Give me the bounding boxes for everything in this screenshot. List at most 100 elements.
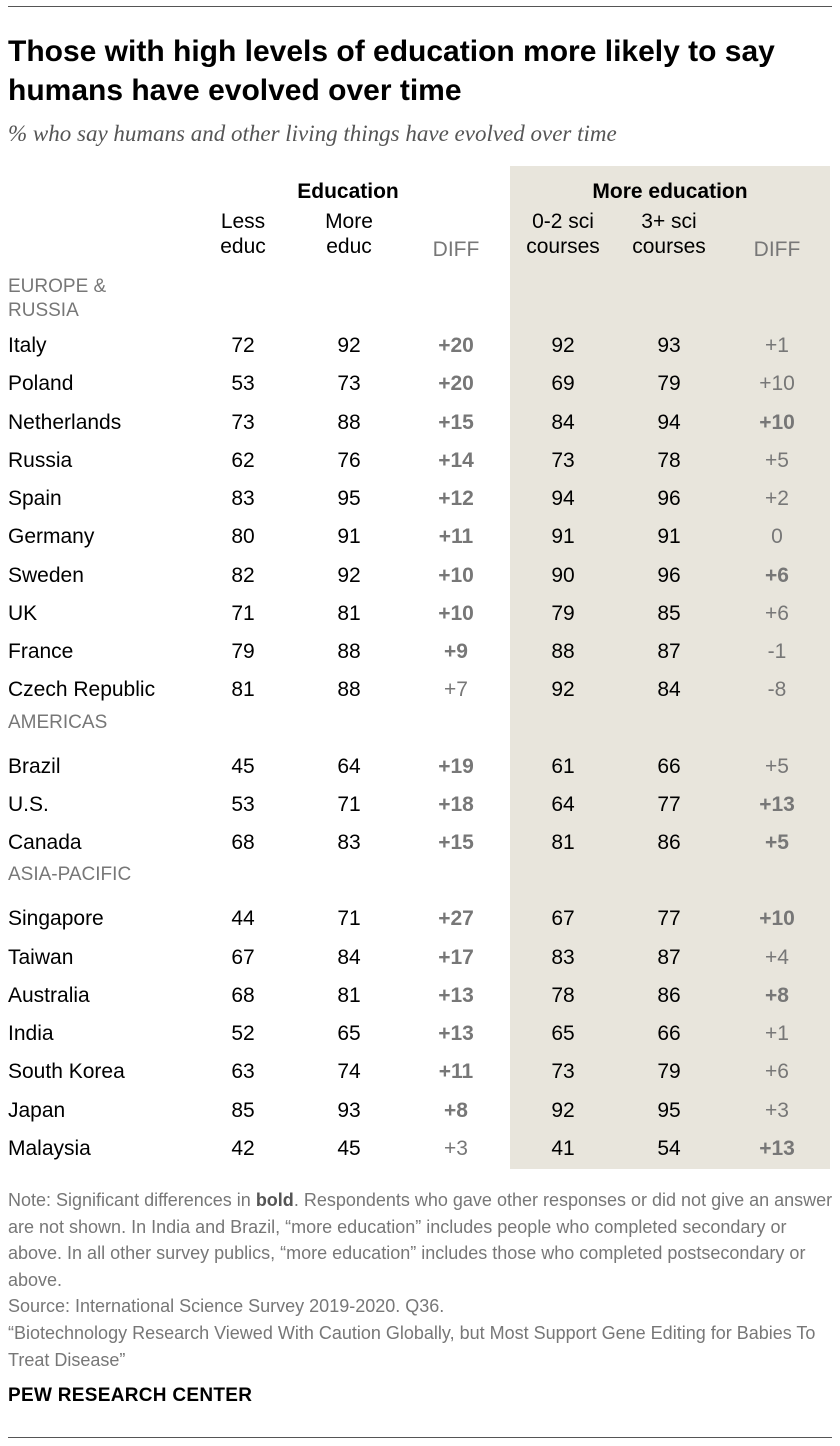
cell-sci-3-plus: 77 xyxy=(657,792,681,816)
cell-more-educ: 64 xyxy=(337,754,361,778)
country-label: UK xyxy=(8,601,38,625)
table-row: Japan 85 93 +8 92 95 +3 xyxy=(0,1092,840,1130)
table-row: Malaysia 42 45 +3 41 54 +13 xyxy=(0,1130,840,1168)
country-label: India xyxy=(8,1022,54,1045)
region-label: ASIA-PACIFIC xyxy=(8,863,131,887)
cell-less-educ: 80 xyxy=(231,525,255,549)
chart-title: Those with high levels of education more… xyxy=(8,35,775,107)
column-header-line2: educ xyxy=(326,235,372,258)
cell-more-educ: 81 xyxy=(337,601,361,625)
table-row: Taiwan 67 84 +17 83 87 +4 xyxy=(0,939,840,977)
cell-diff-sci: +5 xyxy=(765,754,789,778)
cell-diff-sci: +5 xyxy=(765,448,789,472)
cell-sci-3-plus: 66 xyxy=(657,754,681,778)
cell-sci-0-2: 94 xyxy=(551,487,575,510)
cell-sci-3-plus: 87 xyxy=(657,945,681,969)
cell-less-educ: 45 xyxy=(231,754,255,778)
country-label: France xyxy=(8,640,74,663)
cell-sci-3-plus: 84 xyxy=(657,678,681,702)
footnote-bold-word: bold xyxy=(255,1190,294,1210)
table-row: Italy 72 92 +20 92 93 +1 xyxy=(0,327,840,365)
footnote: Note: Significant differences in bold. R… xyxy=(8,1187,833,1293)
country-label: Sweden xyxy=(8,563,84,587)
column-header-more-educ: More educ xyxy=(299,209,399,259)
cell-less-educ: 42 xyxy=(231,1136,255,1160)
table-row: France 79 88 +9 88 87 -1 xyxy=(0,633,840,671)
cell-less-educ: 67 xyxy=(231,945,255,969)
cell-sci-0-2: 73 xyxy=(551,448,575,472)
cell-sci-3-plus: 79 xyxy=(657,1060,681,1084)
country-label: U.S. xyxy=(8,792,49,816)
column-header-line2: DIFF xyxy=(753,238,801,261)
cell-diff-educ: +10 xyxy=(438,563,474,587)
column-header-line2: DIFF xyxy=(432,238,480,261)
cell-less-educ: 63 xyxy=(231,1060,255,1084)
cell-sci-0-2: 79 xyxy=(551,601,575,625)
cell-sci-3-plus: 66 xyxy=(657,1022,681,1045)
cell-diff-sci: -8 xyxy=(767,678,787,702)
cell-sci-0-2: 78 xyxy=(551,983,575,1007)
cell-diff-educ: +9 xyxy=(444,640,468,663)
top-rule xyxy=(8,6,832,7)
cell-sci-0-2: 91 xyxy=(551,525,575,549)
cell-more-educ: 83 xyxy=(337,831,361,854)
cell-diff-sci: +6 xyxy=(765,601,789,625)
column-header-line2: educ xyxy=(220,235,266,258)
cell-diff-educ: +18 xyxy=(438,792,474,816)
cell-more-educ: 76 xyxy=(337,448,361,472)
cell-diff-sci: +1 xyxy=(765,1022,789,1045)
cell-more-educ: 95 xyxy=(337,487,361,510)
cell-more-educ: 84 xyxy=(337,945,361,969)
table-row: U.S. 53 71 +18 64 77 +13 xyxy=(0,786,840,824)
cell-diff-sci: +6 xyxy=(765,563,789,587)
cell-less-educ: 62 xyxy=(231,448,255,472)
table-row: Australia 68 81 +13 78 86 +8 xyxy=(0,977,840,1015)
table-row: Netherlands 73 88 +15 84 94 +10 xyxy=(0,404,840,442)
cell-sci-0-2: 41 xyxy=(551,1136,575,1160)
cell-diff-educ: +19 xyxy=(438,754,474,778)
cell-sci-3-plus: 95 xyxy=(657,1098,681,1122)
cell-more-educ: 88 xyxy=(337,410,361,434)
cell-diff-sci: +13 xyxy=(759,792,795,816)
pew-research-center-logo-text: PEW RESEARCH CENTER xyxy=(8,1385,253,1406)
cell-diff-educ: +27 xyxy=(438,907,474,931)
cell-less-educ: 72 xyxy=(231,334,255,357)
cell-diff-sci: +10 xyxy=(759,410,795,434)
cell-diff-sci: +6 xyxy=(765,1060,789,1084)
cell-diff-educ: +17 xyxy=(438,945,474,969)
region-label: EUROPE & RUSSIA xyxy=(8,275,106,323)
column-header-diff-educ: DIFF xyxy=(406,237,506,262)
cell-less-educ: 52 xyxy=(231,1022,255,1045)
column-header-diff-sci: DIFF xyxy=(727,237,827,262)
column-header-line1: More xyxy=(325,210,373,233)
cell-more-educ: 81 xyxy=(337,983,361,1007)
country-label: Germany xyxy=(8,525,95,549)
cell-sci-0-2: 92 xyxy=(551,334,575,357)
cell-less-educ: 71 xyxy=(231,601,255,625)
country-label: Italy xyxy=(8,334,47,357)
region-label-line1: EUROPE & xyxy=(8,276,107,297)
column-header-line1: Less xyxy=(220,210,266,233)
cell-sci-0-2: 92 xyxy=(551,678,575,702)
cell-more-educ: 92 xyxy=(337,334,361,357)
column-header-line1: 3+ sci xyxy=(641,210,697,233)
country-label: Malaysia xyxy=(8,1136,91,1160)
cell-diff-educ: +11 xyxy=(438,1060,474,1084)
cell-less-educ: 85 xyxy=(231,1098,255,1122)
table-row: Brazil 45 64 +19 61 66 +5 xyxy=(0,748,840,786)
cell-sci-0-2: 83 xyxy=(551,945,575,969)
cell-diff-educ: +7 xyxy=(444,678,468,702)
country-label: Singapore xyxy=(8,907,104,931)
cell-diff-sci: +10 xyxy=(759,907,795,931)
column-header-sci-3-plus: 3+ sci courses xyxy=(619,209,719,259)
table-row: Germany 80 91 +11 91 91 0 xyxy=(0,518,840,556)
region-label: AMERICAS xyxy=(8,711,107,735)
table-row: Sweden 82 92 +10 90 96 +6 xyxy=(0,557,840,595)
cell-more-educ: 45 xyxy=(337,1136,361,1160)
cell-sci-0-2: 84 xyxy=(551,410,575,434)
cell-sci-3-plus: 94 xyxy=(657,410,681,434)
cell-diff-sci: +1 xyxy=(765,334,789,357)
cell-sci-0-2: 73 xyxy=(551,1060,575,1084)
cell-sci-3-plus: 96 xyxy=(657,563,681,587)
cell-diff-sci: +4 xyxy=(765,945,789,969)
